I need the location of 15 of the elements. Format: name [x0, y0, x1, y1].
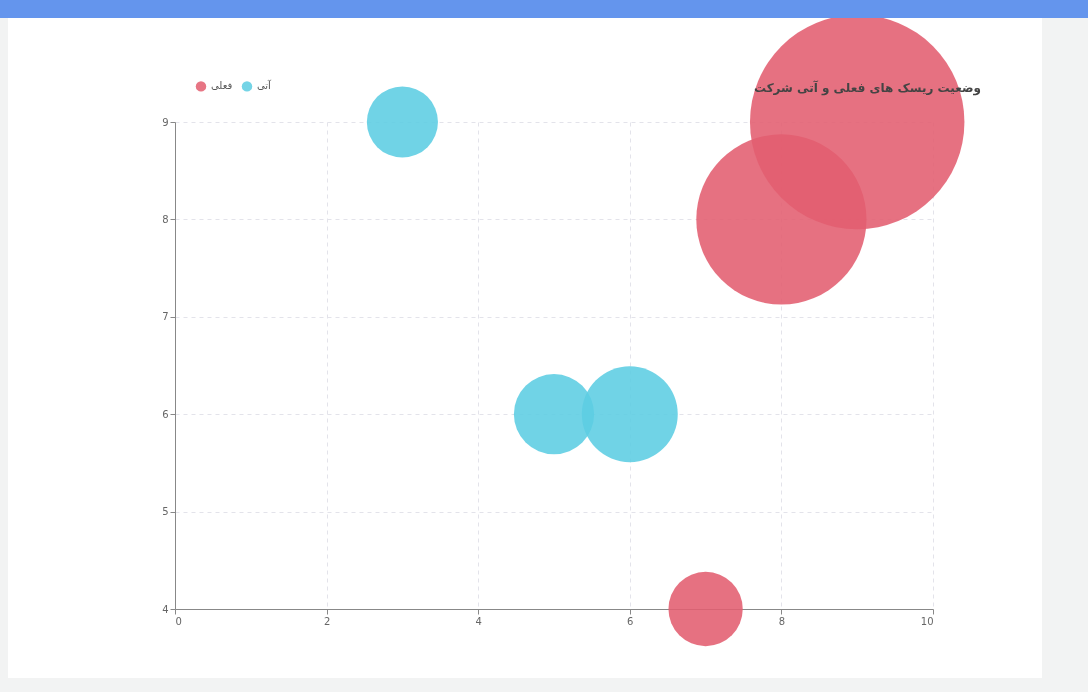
x-tick-label: 0 [175, 615, 182, 627]
chart-title: وضعیت ریسک های فعلی و آتی شرکت [753, 80, 981, 96]
y-tick-label: 4 [162, 603, 169, 615]
legend-label: فعلی [211, 80, 233, 92]
x-tick-label: 10 [920, 615, 934, 627]
y-tick-label: 6 [162, 408, 169, 420]
x-tick-label: 2 [323, 615, 331, 627]
x-tick-label: 4 [475, 615, 482, 627]
y-tick-label: 5 [162, 506, 169, 518]
y-tick-label: 9 [162, 116, 169, 128]
legend-label: آتی [257, 79, 273, 92]
y-tick-label: 8 [162, 213, 169, 225]
x-tick-label: 6 [627, 615, 634, 627]
y-tick-label: 7 [162, 311, 169, 323]
x-tick-label: 8 [778, 615, 786, 627]
